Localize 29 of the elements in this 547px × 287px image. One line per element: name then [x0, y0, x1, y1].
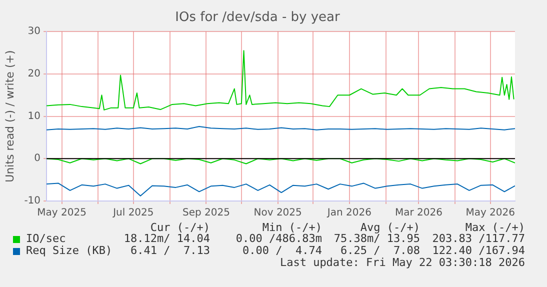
text: 0.00 /486.83m [236, 232, 322, 245]
y-tick-label: 30 [28, 26, 41, 38]
y-tick-label: 10 [28, 110, 41, 122]
x-tick-label: Jul 2025 [112, 208, 154, 219]
y-tick-label: 20 [28, 68, 41, 80]
text: Cur (-/+) [150, 221, 210, 234]
text: 75.38m/ 13.95 [334, 232, 420, 245]
y-tick-label: 0 [34, 153, 41, 164]
legend-label: Req Size (KB) [26, 244, 112, 257]
text: Last update: Fri May 22 03:30:18 2026 [280, 256, 525, 269]
text: 122.40 /167.94 [432, 244, 525, 257]
text: 18.12m/ 14.04 [124, 232, 210, 245]
x-tick-label: Sep 2025 [182, 208, 230, 219]
chart-title: IOs for /dev/sda - by year [175, 10, 341, 26]
x-tick-label: May 2026 [466, 208, 515, 219]
x-tick-label: May 2025 [37, 208, 86, 219]
text: 0.00 / 4.74 [242, 244, 322, 257]
x-tick-label: Jan 2026 [326, 208, 372, 219]
x-tick-label: Nov 2025 [254, 208, 302, 219]
y-tick-label: -10 [24, 196, 41, 207]
legend-label: IO/sec [26, 232, 66, 245]
text: Max (-/+) [465, 221, 525, 234]
text: 203.83 /117.77 [432, 232, 525, 245]
text: Avg (-/+) [360, 221, 420, 234]
text: 6.41 / 7.13 [130, 244, 210, 257]
x-tick-label: Mar 2026 [394, 208, 442, 219]
text: 6.25 / 7.08 [340, 244, 420, 257]
y-axis-title: Units read (-) / write (+) [3, 50, 16, 182]
text: Min (-/+) [262, 221, 322, 234]
